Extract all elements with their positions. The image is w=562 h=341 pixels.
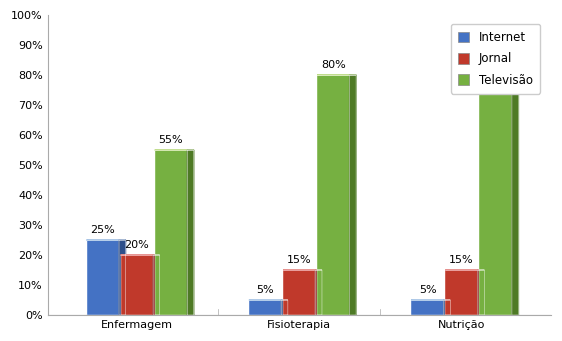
Text: 5%: 5% <box>256 285 274 295</box>
Polygon shape <box>187 150 194 315</box>
Text: 25%: 25% <box>90 225 115 235</box>
FancyBboxPatch shape <box>479 75 512 315</box>
Polygon shape <box>153 255 160 315</box>
Polygon shape <box>315 270 322 315</box>
Text: 5%: 5% <box>419 285 436 295</box>
Polygon shape <box>350 75 356 315</box>
Text: 15%: 15% <box>287 255 311 265</box>
Text: 80%: 80% <box>321 60 346 70</box>
Polygon shape <box>512 75 518 315</box>
Polygon shape <box>119 240 125 315</box>
Text: 15%: 15% <box>449 255 474 265</box>
FancyBboxPatch shape <box>411 300 444 315</box>
Polygon shape <box>444 300 450 315</box>
FancyBboxPatch shape <box>445 270 478 315</box>
FancyBboxPatch shape <box>317 75 350 315</box>
FancyBboxPatch shape <box>87 240 119 315</box>
Text: 20%: 20% <box>125 240 149 250</box>
Text: 80%: 80% <box>483 60 508 70</box>
Polygon shape <box>478 270 484 315</box>
Polygon shape <box>282 300 288 315</box>
FancyBboxPatch shape <box>249 300 282 315</box>
FancyBboxPatch shape <box>155 150 187 315</box>
Legend: Internet, Jornal, Televisão: Internet, Jornal, Televisão <box>451 24 540 94</box>
FancyBboxPatch shape <box>121 255 153 315</box>
FancyBboxPatch shape <box>283 270 315 315</box>
Text: 55%: 55% <box>158 135 183 145</box>
